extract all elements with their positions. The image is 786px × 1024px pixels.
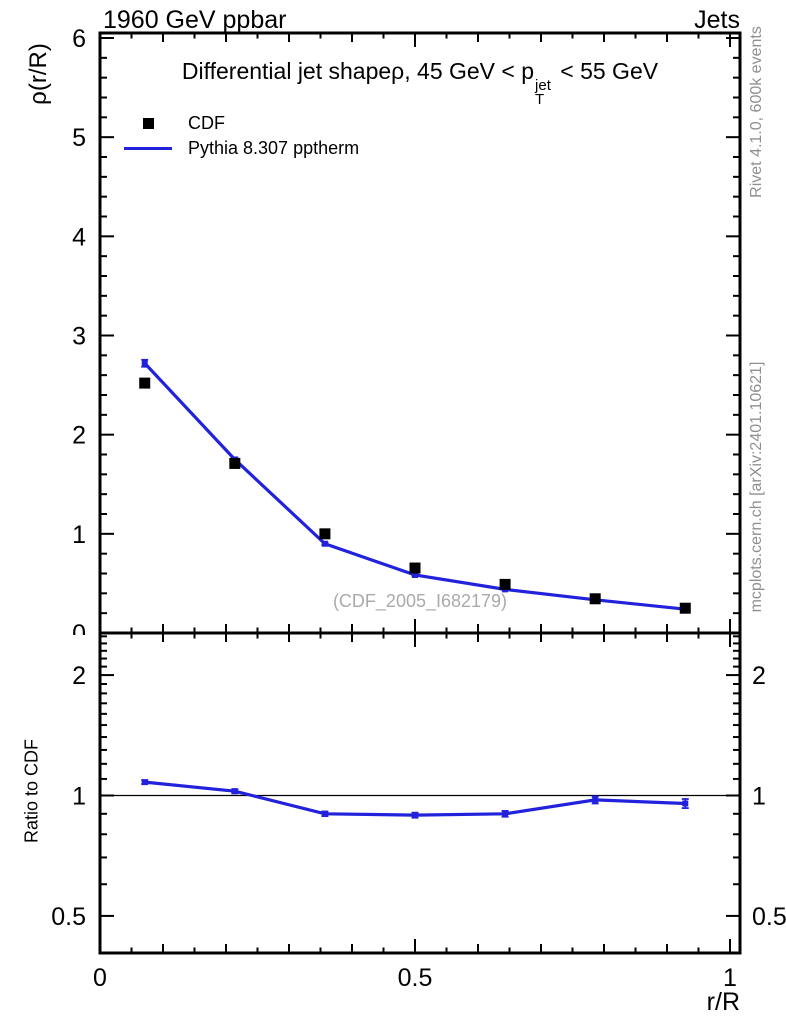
- ratio-panel-border: [98, 631, 742, 955]
- legend-item-pythia: Pythia 8.307 pptherm: [122, 136, 359, 161]
- cdf-marker-box: [122, 118, 174, 129]
- y-axis-label-ratio: Ratio to CDF: [21, 738, 42, 844]
- y-tick-label-main: 2: [72, 422, 86, 450]
- rivet-version-note: Rivet 4.1.0, 600k events: [748, 26, 765, 198]
- plot-title-text: Differential jet shapeρ, 45 GeV < p: [181, 58, 535, 84]
- ratio-series-marker: [682, 800, 689, 807]
- main-y-tick-labels: 0 1 2 3 4 5 6: [72, 25, 86, 648]
- y-axis-label-main: ρ(r/R): [25, 43, 52, 105]
- y-tick-label-ratio-right: 2: [752, 662, 766, 690]
- x-tick-label: 1: [723, 964, 737, 992]
- analysis-id-watermark: (CDF_2005_I682179): [332, 591, 508, 611]
- ratio-series: [141, 779, 689, 819]
- cdf-square-marker-icon: [142, 118, 154, 129]
- y-tick-label-main: 4: [72, 223, 86, 251]
- x-tick-label: 0: [93, 964, 107, 992]
- plot-title-suffix: < 55 GeV: [553, 58, 659, 84]
- header-analysis-group: Jets: [694, 6, 740, 34]
- y-tick-label-main: 6: [72, 25, 86, 53]
- pt-superscript: jet: [535, 77, 551, 94]
- pythia-series-marker: [321, 540, 328, 547]
- ratio-series-line: [144, 780, 686, 817]
- y-tick-label-main: 5: [72, 124, 86, 152]
- y-tick-label-ratio-right: 0.5: [752, 903, 786, 931]
- ratio-series-marker: [412, 812, 418, 819]
- y-tick-label-ratio: 0.5: [51, 903, 86, 931]
- cdf-data-point: [679, 602, 691, 614]
- plot-title: Differential jet shapeρ, 45 GeV < p jet T …: [100, 58, 740, 107]
- x-axis-label: r/R: [706, 988, 740, 1016]
- cdf-data-point: [589, 593, 601, 605]
- legend-item-cdf: CDF: [122, 111, 359, 136]
- pt-subscript: T: [535, 91, 545, 108]
- ratio-series-marker: [231, 788, 238, 795]
- ratio-series-marker: [141, 779, 148, 786]
- legend: CDF Pythia 8.307 pptherm: [122, 111, 359, 161]
- y-tick-label-main: 3: [72, 323, 86, 351]
- cdf-series: [139, 377, 691, 614]
- cdf-data-point: [139, 377, 151, 389]
- mcplots-reference-note: mcplots.cern.ch [arXiv:2401.10621]: [748, 361, 765, 613]
- header-beam-energy: 1960 GeV ppbar: [103, 6, 287, 34]
- cdf-data-point: [229, 457, 241, 469]
- legend-label-pythia: Pythia 8.307 pptherm: [188, 138, 360, 158]
- cdf-data-point: [499, 578, 511, 590]
- x-tick-label: 0.5: [398, 964, 433, 992]
- pt-jet-supsub: jet T: [535, 77, 551, 108]
- y-tick-label-ratio: 2: [72, 662, 86, 690]
- pythia-series-marker: [412, 571, 418, 578]
- y-tick-label-ratio-right: 1: [752, 783, 766, 811]
- ratio-series-marker: [592, 796, 599, 803]
- pythia-series: [141, 358, 689, 613]
- pythia-line-marker-icon: [124, 147, 172, 150]
- pythia-marker-box: [122, 147, 174, 150]
- cdf-data-point: [409, 562, 421, 574]
- ratio-series-marker: [321, 810, 328, 817]
- y-tick-label-ratio: 1: [72, 783, 86, 811]
- y-tick-label-main: 0: [72, 620, 86, 648]
- y-tick-label-main: 1: [72, 521, 86, 549]
- cdf-data-point: [319, 528, 331, 540]
- ratio-series-marker: [502, 810, 509, 817]
- legend-label-cdf: CDF: [188, 113, 225, 133]
- pythia-series-marker: [141, 360, 148, 367]
